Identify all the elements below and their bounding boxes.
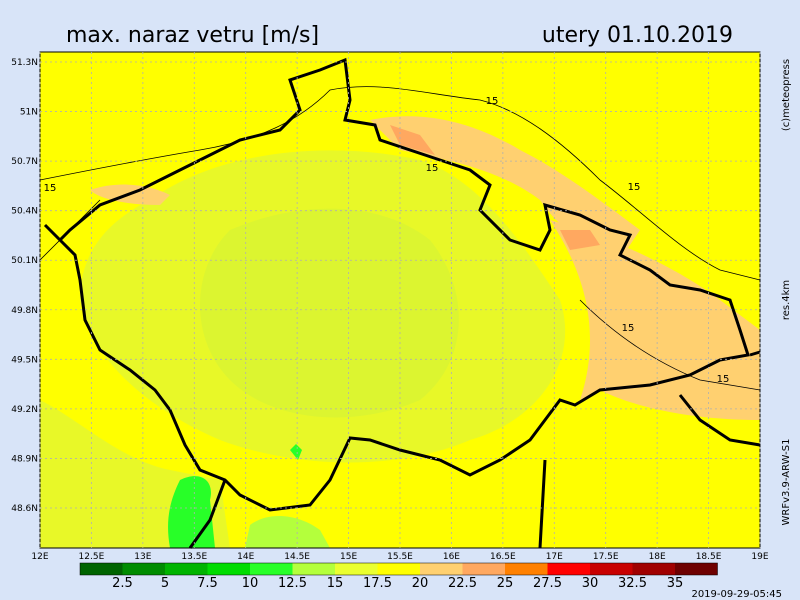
field-high [370,116,640,260]
colorbar-swatch [590,563,633,575]
lon-label: 17E [546,552,563,562]
colorbar-label: 7.5 [197,576,218,591]
lon-label: 18E [649,552,666,562]
colorbar-label: 12.5 [278,576,307,591]
graticule: 51.3N 51N 50.7N 50.4N 50.1N 49.8N 49.5N 49.2N 48… [11,52,769,562]
lon-label: 13E [134,552,151,562]
lat-label: 49.5N [11,355,38,365]
lon-label: 12E [31,552,48,562]
colorbar-label: 20 [412,576,429,591]
colorbar-label: 25 [497,576,514,591]
field-high [550,220,760,420]
colorbar-swatch [165,563,208,575]
colorbar-frame [79,562,718,576]
colorbar-swatch [505,563,548,575]
colorbar-swatch [675,563,718,575]
colorbar-label: 35 [667,576,684,591]
colorbar-swatch [335,563,378,575]
lat-label: 50.7N [11,157,38,167]
lon-label: 17.5E [593,552,619,562]
contour-label: 15 [426,163,439,174]
lon-label: 19E [751,552,768,562]
colorbar-label: 17.5 [363,576,392,591]
contour-label: 15 [717,374,730,385]
lon-label: 14E [237,552,254,562]
colorbar-label: 5 [161,576,169,591]
colorbar-label: 22.5 [448,576,477,591]
lat-label: 51N [20,108,38,118]
colorbar-swatch [547,563,590,575]
colorbar-swatch [632,563,675,575]
colorbar-label: 27.5 [533,576,562,591]
colorbar-label: 15 [327,576,344,591]
lat-label: 51.3N [11,58,38,68]
field-green [290,444,302,460]
title: max. naraz vetru [m/s] [66,23,319,48]
lat-label: 48.6N [11,504,38,514]
border-czech [43,57,750,512]
lat-label: 49.8N [11,306,38,316]
lon-label: 15E [340,552,357,562]
colorbar-swatch [207,563,250,575]
contour-label: 15 [44,183,57,194]
date: utery 01.10.2019 [542,23,733,48]
contour-label: 15 [628,182,641,193]
colorbar-swatch [250,563,293,575]
colorbar-swatch [292,563,335,575]
model: WRFv3.9-ARW-S1 [781,439,792,526]
colorbar: 2.5 5 7.5 10 12.5 15 17.5 20 22.5 25 27.5 30 32.5 35 [79,562,718,591]
colorbar-label: 10 [242,576,259,591]
lon-label: 16E [443,552,460,562]
copyright: (c)meteopress [781,59,792,131]
lat-label: 50.4N [11,207,38,217]
field-max [390,125,600,250]
lon-label: 13.5E [181,552,207,562]
field-green [245,515,330,548]
lon-label: 18.5E [696,552,722,562]
colorbar-label: 32.5 [618,576,647,591]
resolution: res.4km [781,280,792,320]
lon-label: 16.5E [490,552,516,562]
colorbar-swatch [377,563,420,575]
border-neighbours [188,350,761,549]
colorbar-swatch [80,563,123,575]
run-time: 2019-09-29-05:45 [691,589,782,600]
colorbar-swatch [122,563,165,575]
colorbar-swatch [420,563,463,575]
lat-label: 48.9N [11,454,38,464]
lat-label: 50.1N [11,256,38,266]
colorbar-swatch [462,563,505,575]
map-area: 15 15 15 15 15 15 [39,51,761,549]
colorbar-label: 2.5 [112,576,133,591]
contour-label: 15 [486,96,499,107]
field-low [200,208,459,418]
lat-label: 49.2N [11,405,38,415]
colorbar-label: 30 [582,576,599,591]
lon-label: 12.5E [79,552,105,562]
contour-label: 15 [622,323,635,334]
lon-label: 14.5E [284,552,310,562]
lon-label: 15.5E [387,552,413,562]
